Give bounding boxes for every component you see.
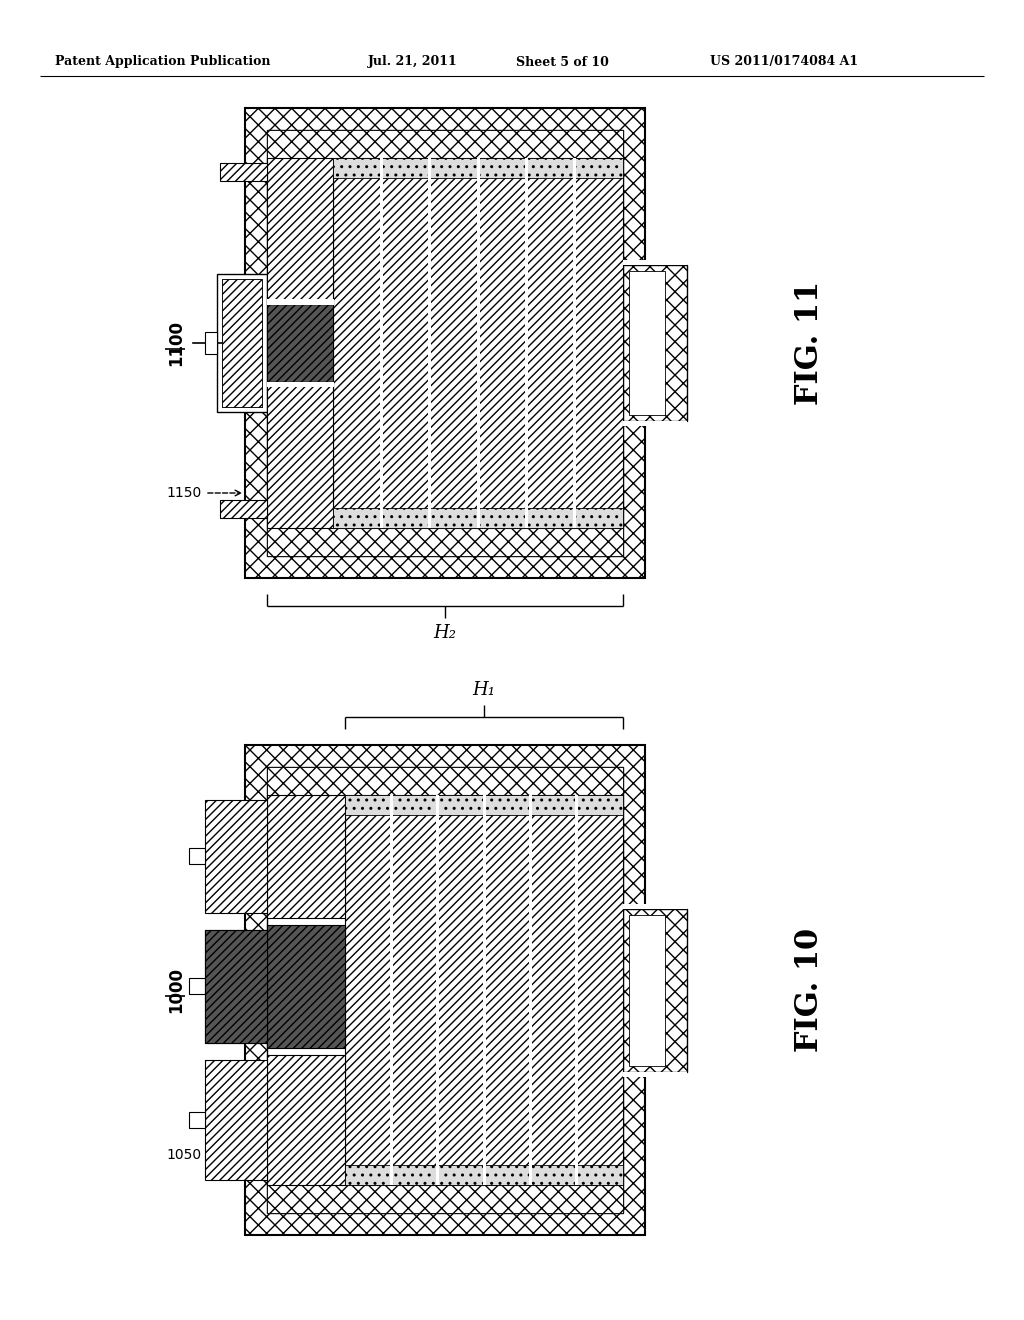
Bar [267, 381, 333, 528]
Text: Patent Application Publication: Patent Application Publication [55, 55, 270, 69]
Bar [345, 1166, 623, 1185]
Bar [333, 508, 623, 528]
Bar [267, 1055, 345, 1185]
Bar [245, 108, 645, 578]
Bar [189, 978, 205, 994]
Bar [267, 925, 345, 1048]
Bar [476, 158, 479, 528]
Text: 1150: 1150 [167, 486, 202, 500]
Bar [333, 158, 623, 528]
Bar [267, 158, 333, 304]
Bar [645, 265, 692, 421]
Bar [205, 800, 267, 913]
Bar [390, 795, 393, 1185]
Bar [623, 265, 687, 421]
Bar [267, 129, 623, 158]
Text: H₂: H₂ [433, 624, 457, 642]
Bar [436, 795, 439, 1185]
Bar [267, 1185, 623, 1213]
Text: H₁: H₁ [472, 681, 496, 700]
Bar [267, 129, 623, 556]
Bar [623, 1072, 687, 1077]
Bar [345, 795, 623, 1185]
Text: FIG. 11: FIG. 11 [795, 281, 825, 405]
Bar [267, 767, 623, 1213]
Bar [575, 795, 579, 1185]
Bar [222, 279, 262, 407]
Bar [267, 300, 334, 305]
Bar [267, 304, 333, 381]
Bar [428, 158, 431, 528]
Bar [573, 158, 577, 528]
Bar [528, 795, 531, 1185]
Bar [623, 909, 687, 1072]
Bar [220, 500, 267, 517]
Bar [267, 528, 623, 556]
Bar [623, 904, 687, 909]
Bar [525, 158, 527, 528]
Bar [380, 158, 383, 528]
Bar [245, 744, 645, 1236]
Bar [623, 260, 687, 265]
Bar [189, 1111, 205, 1129]
Bar [267, 767, 623, 795]
Bar [205, 931, 267, 1043]
Bar [482, 795, 485, 1185]
Bar [267, 381, 334, 387]
Bar [217, 275, 267, 412]
Text: Jul. 21, 2011: Jul. 21, 2011 [368, 55, 458, 69]
Text: Sheet 5 of 10: Sheet 5 of 10 [516, 55, 609, 69]
Bar [205, 333, 217, 354]
Text: FIG. 10: FIG. 10 [795, 928, 825, 1052]
Bar [629, 271, 665, 414]
Bar [623, 421, 687, 426]
Bar [189, 847, 205, 865]
Text: 1000: 1000 [167, 968, 185, 1012]
Bar [205, 931, 267, 1043]
Bar [645, 909, 692, 1072]
Text: 1050: 1050 [167, 1148, 202, 1162]
Bar [267, 795, 345, 917]
Text: US 2011/0174084 A1: US 2011/0174084 A1 [710, 55, 858, 69]
Text: 1100: 1100 [167, 319, 185, 366]
Bar [345, 795, 623, 814]
Bar [220, 162, 267, 181]
Bar [222, 279, 262, 407]
Bar [333, 158, 623, 178]
Bar [205, 1060, 267, 1180]
Bar [629, 915, 665, 1067]
